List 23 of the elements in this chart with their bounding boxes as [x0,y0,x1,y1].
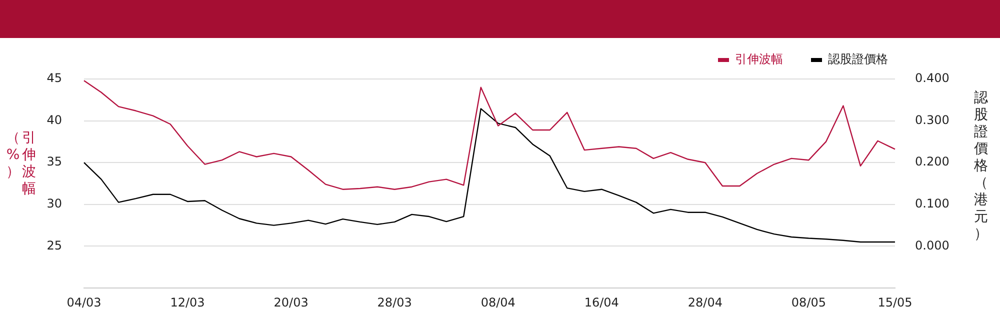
x-tick-label: 08/05 [791,295,826,310]
x-tick-label: 12/03 [170,295,205,310]
text: 引伸波幅（%） [6,130,36,197]
x-tick-label: 28/03 [377,295,412,310]
x-tick-label: 15/05 [878,295,912,310]
x-tick-label: 20/03 [274,295,308,310]
y2-tick-label: 0.300 [915,112,950,127]
y2-tick-label: 0.100 [915,196,950,211]
y-tick-label: 40 [46,112,62,127]
legend-label: 引伸波幅 [735,52,783,66]
x-tick-label: 08/04 [480,295,516,310]
y-tick-label: 25 [46,238,62,252]
x-tick-label: 28/04 [688,295,722,310]
y-tick-label: 30 [46,196,62,211]
y2-tick-label: 0.400 [915,71,950,86]
y2-tick-label: 0.000 [915,238,950,252]
x-tick-label: 04/03 [66,295,102,310]
y-tick-label: 45 [46,71,62,86]
text: 認股證價格（港元） [974,90,988,242]
legend-label: 認股證價格 [828,52,888,66]
x-tick-label: 16/04 [584,295,619,310]
y-tick-label: 35 [46,154,62,169]
y2-tick-label: 0.200 [915,154,950,169]
